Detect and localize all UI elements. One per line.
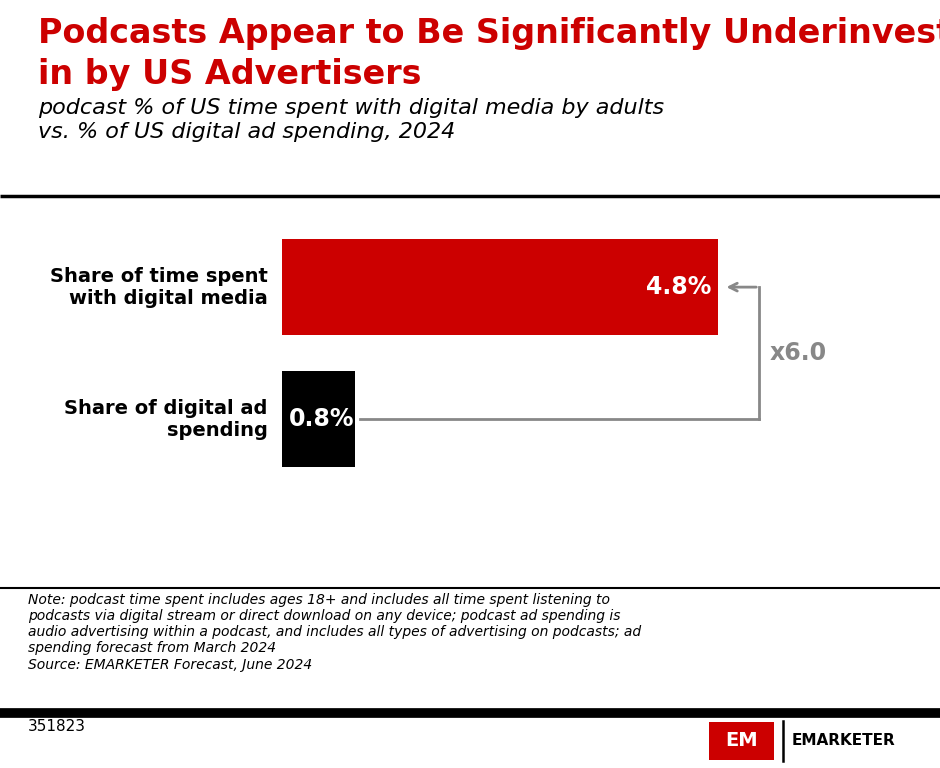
Text: Share of time spent
with digital media: Share of time spent with digital media xyxy=(50,266,268,308)
Bar xyxy=(282,371,354,467)
Bar xyxy=(710,722,775,760)
Text: podcast % of US time spent with digital media by adults
vs. % of US digital ad s: podcast % of US time spent with digital … xyxy=(38,98,664,141)
Text: EM: EM xyxy=(726,731,758,750)
Text: Share of digital ad
spending: Share of digital ad spending xyxy=(64,399,268,440)
Text: in by US Advertisers: in by US Advertisers xyxy=(38,58,421,91)
Bar xyxy=(282,239,718,335)
Text: EMARKETER: EMARKETER xyxy=(791,733,895,748)
Text: Podcasts Appear to Be Significantly Underinvested: Podcasts Appear to Be Significantly Unde… xyxy=(38,17,940,50)
Text: 4.8%: 4.8% xyxy=(646,275,711,299)
Text: x6.0: x6.0 xyxy=(770,341,827,366)
Text: Note: podcast time spent includes ages 18+ and includes all time spent listening: Note: podcast time spent includes ages 1… xyxy=(28,593,641,672)
Text: 351823: 351823 xyxy=(28,719,86,734)
Text: 0.8%: 0.8% xyxy=(290,407,354,432)
